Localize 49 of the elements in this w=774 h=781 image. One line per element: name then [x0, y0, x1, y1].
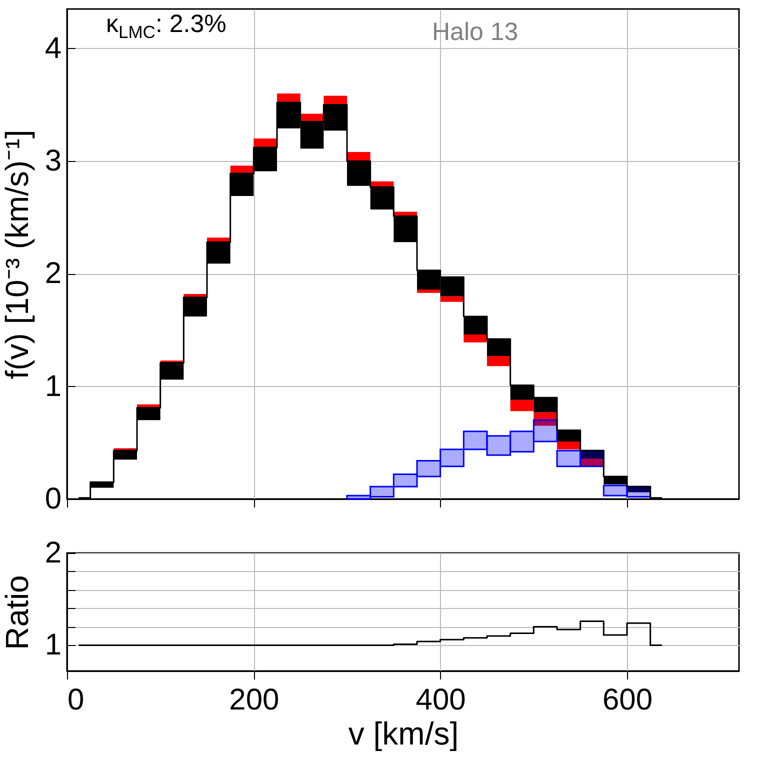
bar: [417, 289, 440, 293]
bar: [137, 408, 160, 420]
y-tick-label: 4: [44, 32, 62, 65]
y-tick-label: 2: [44, 257, 62, 290]
bar: [230, 173, 254, 196]
bar: [462, 430, 488, 450]
bar: [347, 152, 370, 162]
bar: [556, 450, 582, 468]
bar: [532, 419, 558, 442]
bar: [464, 316, 487, 335]
bar: [487, 339, 510, 356]
y-tick-label: 1: [44, 628, 62, 662]
bar: [370, 486, 394, 498]
x-tick-label: 400: [416, 684, 466, 716]
bar: [440, 296, 464, 302]
bar: [557, 442, 580, 450]
x-tick-label: 0: [68, 684, 84, 716]
bar: [347, 161, 370, 186]
y-tick-label: 3: [44, 144, 62, 178]
bar: [510, 400, 534, 412]
bar: [464, 334, 487, 342]
x-axis-title: v [km/s]: [348, 716, 459, 752]
bar: [510, 430, 534, 452]
bar: [392, 473, 418, 488]
bar: [160, 362, 184, 380]
bar: [604, 476, 627, 484]
bar: [486, 435, 512, 456]
y-tick-label: 2: [44, 536, 62, 570]
annotation: κ$_{LMC}$: 2.3%: [106, 10, 226, 42]
bar: [254, 148, 277, 172]
x-tick-label: 600: [602, 684, 653, 716]
bar: [602, 484, 628, 496]
y-axis-title: Ratio: [0, 575, 35, 650]
bar: [440, 448, 464, 468]
y-tick-label: 1: [44, 370, 62, 403]
bar: [370, 186, 394, 210]
bar: [416, 460, 442, 478]
bar: [534, 412, 557, 426]
bar: [487, 356, 510, 366]
bar: [254, 138, 277, 148]
y-axis-title: f(v) [10⁻³ (km/s)⁻¹]: [0, 130, 35, 380]
bar: [346, 494, 372, 500]
bar: [184, 297, 207, 317]
bar: [207, 242, 230, 264]
bar: [394, 216, 417, 242]
bar: [557, 430, 580, 442]
y-tick-label: 0: [44, 482, 62, 516]
annotation: Halo 13: [432, 18, 518, 46]
x-tick-label: 200: [229, 684, 280, 716]
